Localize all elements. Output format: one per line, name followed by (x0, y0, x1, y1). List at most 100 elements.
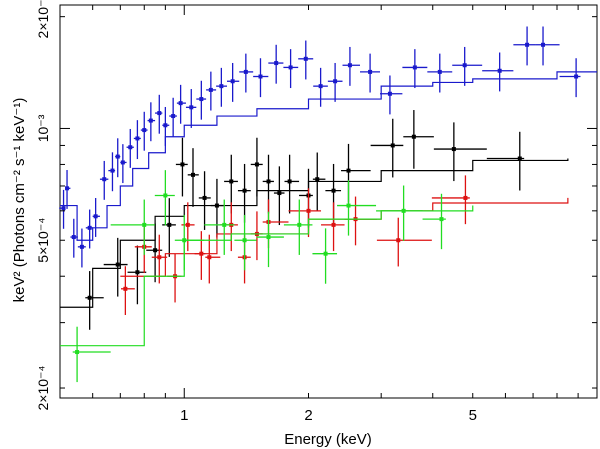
point-marker (331, 222, 336, 227)
point-marker (123, 286, 128, 291)
data-point (65, 170, 71, 209)
point-marker (199, 97, 204, 102)
data-point (312, 152, 326, 212)
data-point (337, 180, 377, 236)
data-point (376, 185, 423, 241)
point-marker (110, 168, 115, 173)
point-marker (266, 235, 271, 240)
data-point (204, 199, 235, 255)
data-point (250, 137, 263, 197)
point-marker (190, 172, 195, 177)
data-point (210, 178, 225, 238)
data-point (167, 253, 182, 303)
data-point (273, 166, 285, 226)
point-marker (258, 74, 263, 79)
data-point (115, 138, 121, 178)
point-marker (323, 251, 328, 256)
point-marker (387, 91, 392, 96)
series-2 (120, 175, 569, 316)
point-marker (135, 136, 140, 141)
y-tick-label: 2×10⁻⁴ (35, 366, 51, 411)
point-marker (306, 208, 311, 213)
series-0 (59, 26, 597, 268)
data-point (283, 49, 299, 89)
data-point (313, 67, 328, 107)
point-marker (254, 162, 259, 167)
point-marker (171, 114, 176, 119)
point-marker (412, 65, 417, 70)
point-marker (331, 188, 336, 193)
data-point (237, 163, 251, 223)
x-tick-label: 2 (304, 407, 312, 424)
data-point (250, 211, 263, 261)
point-marker (142, 128, 147, 133)
plot-frame (59, 4, 598, 399)
data-point (155, 94, 163, 134)
data-point (92, 198, 100, 237)
point-marker (242, 238, 247, 243)
data-point (103, 237, 128, 297)
point-marker (142, 222, 147, 227)
model-step-line (60, 158, 569, 308)
data-point (70, 218, 78, 258)
point-marker (163, 123, 168, 128)
data-point (452, 46, 483, 86)
data-point (196, 80, 207, 120)
x-tick-label: 5 (469, 407, 477, 424)
point-marker (214, 203, 219, 208)
y-tick-label: 2×10⁻³ (35, 0, 51, 38)
point-marker (347, 63, 352, 68)
point-marker (189, 105, 194, 110)
data-point (85, 271, 104, 330)
point-marker (277, 191, 282, 196)
point-marker (182, 238, 187, 243)
point-marker (439, 217, 444, 222)
data-point (239, 53, 254, 93)
series-1 (60, 110, 569, 330)
point-marker (178, 101, 183, 106)
data-point (559, 58, 581, 98)
data-point (253, 58, 269, 98)
point-marker (135, 270, 140, 275)
point-marker (219, 84, 224, 89)
point-marker (451, 147, 456, 152)
point-marker (574, 74, 579, 79)
data-point (256, 211, 284, 268)
data-point (227, 62, 240, 102)
data-point (176, 84, 186, 124)
point-marker (525, 42, 530, 47)
data-point (110, 199, 155, 255)
data-point (234, 214, 257, 271)
point-marker (401, 208, 406, 213)
model-step-line (60, 205, 474, 347)
series-layer (59, 26, 597, 383)
point-marker (157, 111, 162, 116)
data-point (535, 26, 560, 66)
data-point (422, 193, 446, 250)
point-marker (87, 295, 92, 300)
data-point (403, 110, 434, 169)
data-point (133, 120, 141, 160)
data-point (431, 175, 470, 225)
data-point (284, 154, 300, 214)
point-marker (65, 186, 70, 191)
plot-border (59, 4, 598, 399)
point-marker (346, 203, 351, 208)
point-marker (437, 69, 442, 74)
point-marker (230, 79, 235, 84)
data-point (185, 89, 197, 128)
point-marker (185, 222, 190, 227)
point-marker (288, 65, 293, 70)
x-tick-label: 1 (180, 407, 188, 424)
point-marker (266, 179, 271, 184)
point-marker (463, 195, 468, 200)
point-marker (497, 68, 502, 73)
point-marker (87, 225, 92, 230)
data-point (127, 245, 147, 305)
data-point (99, 160, 109, 200)
data-point (298, 40, 314, 80)
data-point (59, 189, 66, 229)
data-point (169, 97, 177, 137)
point-marker (148, 118, 153, 123)
